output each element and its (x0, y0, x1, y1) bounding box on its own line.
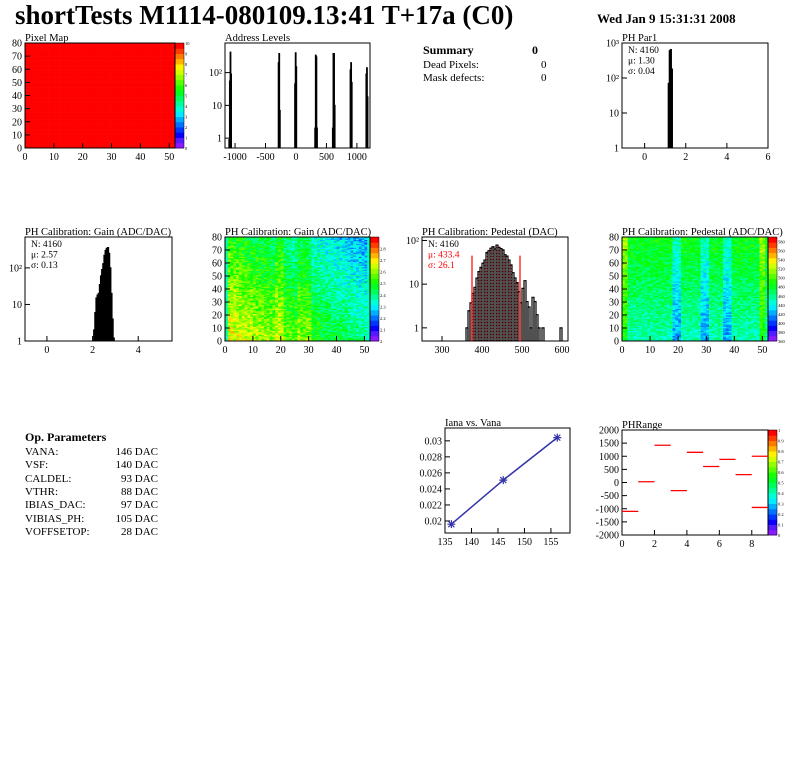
histogram-bin (334, 105, 335, 148)
x-tick-label: -1000 (223, 152, 246, 163)
palette-tick-label: 1 (185, 136, 187, 141)
palette-tick-label: 4 (185, 104, 188, 109)
y-tick-label: 20 (12, 117, 22, 128)
palette-cell (175, 117, 184, 123)
palette-tick-label: 10 (185, 41, 190, 46)
root-canvas: shortTests M1114-080109.13:41 T+17a (C0)… (0, 0, 796, 772)
palette-cell (175, 90, 184, 96)
palette-cell (175, 138, 184, 144)
stats-line: μ: 1.30 (628, 57, 655, 67)
histogram-bin (317, 128, 318, 148)
plot-title: Pixel Map (25, 33, 68, 44)
palette-cell (175, 127, 184, 133)
plot-title: PH Calibration: Gain (ADC/DAC) (25, 227, 172, 238)
x-tick-label: 40 (135, 152, 145, 163)
y-tick-label: 1 (614, 144, 619, 155)
palette-cell (175, 54, 184, 60)
palette-cell (175, 48, 184, 54)
y-tick-label: 80 (12, 39, 22, 50)
palette-cell (175, 80, 184, 86)
palette-tick-label: 0 (185, 146, 188, 151)
palette-cell (175, 43, 184, 49)
x-tick-label: 0 (44, 345, 49, 356)
y-tick-label: 70 (12, 52, 22, 63)
y-tick-label: 10² (606, 74, 619, 85)
plot-title: PH Par1 (622, 33, 657, 44)
heatmap-cells (25, 43, 175, 148)
palette-cell (175, 143, 184, 149)
y-tick-label: 10² (9, 263, 22, 274)
histogram-bin (671, 69, 672, 148)
x-tick-label: 2 (683, 152, 688, 163)
palette-cell (175, 96, 184, 102)
histogram-bin (351, 82, 352, 148)
palette-tick-label: 5 (185, 94, 188, 99)
stats-line: μ: 2.57 (31, 251, 58, 261)
palette-cell (175, 85, 184, 91)
x-tick-label: 6 (766, 152, 771, 163)
y-tick-label: 30 (12, 104, 22, 115)
palette-cell (175, 64, 184, 70)
stats-line: N: 4160 (31, 240, 62, 250)
palette-cell (175, 75, 184, 81)
palette-tick-label: 6 (185, 83, 188, 88)
histogram-bin (231, 74, 232, 148)
palette-tick-label: 3 (185, 115, 188, 120)
y-tick-label: 10 (12, 130, 22, 141)
x-tick-label: 4 (136, 345, 141, 356)
x-tick-label: 1000 (347, 152, 367, 163)
palette-cell (175, 122, 184, 128)
plot-frame (225, 43, 370, 148)
histogram-bin (280, 110, 281, 148)
palette-cell (175, 69, 184, 75)
palette-tick-label: 8 (185, 62, 188, 67)
plots-canvas: 012345678910Pixel Map0 10 20 30 40 5001020304… (0, 0, 796, 772)
plot-title: Address Levels (225, 33, 290, 44)
histogram-bin (113, 338, 114, 341)
palette-tick-label: 2 (185, 125, 187, 130)
x-tick-label: 2 (90, 345, 95, 356)
y-tick-label: 60 (12, 65, 22, 76)
histogram-bin (367, 97, 368, 148)
x-tick-label: 0 (293, 152, 298, 163)
y-tick-label: 40 (12, 91, 22, 102)
palette-cell (175, 132, 184, 138)
x-tick-label: 0 (642, 152, 647, 163)
heatmap-cells (225, 237, 370, 341)
x-tick-label: 10 (49, 152, 59, 163)
y-tick-label: 10³ (606, 39, 619, 50)
stats-line: N: 4160 (628, 46, 659, 56)
stats-line: σ: 0.04 (628, 67, 655, 77)
x-tick-label: 30 (107, 152, 117, 163)
palette-cell (175, 106, 184, 112)
x-tick-label: 4 (724, 152, 729, 163)
palette-tick-label: 7 (185, 73, 188, 78)
y-tick-label: 1 (17, 337, 22, 348)
palette-cell (175, 59, 184, 65)
y-tick-label: 10 (12, 300, 22, 311)
palette-cell (175, 101, 184, 107)
y-tick-label: 10² (209, 68, 222, 79)
stats-line: σ: 0.13 (31, 261, 58, 271)
y-tick-label: 50 (12, 78, 22, 89)
histogram-bin (296, 67, 297, 148)
y-tick-label: 1 (217, 134, 222, 145)
palette-cell (175, 111, 184, 117)
y-tick-label: 10 (212, 101, 222, 112)
x-tick-label: -500 (256, 152, 274, 163)
x-tick-label: 20 (78, 152, 88, 163)
x-tick-label: 500 (319, 152, 334, 163)
x-tick-label: 50 (164, 152, 174, 163)
y-tick-label: 0 (17, 144, 22, 155)
x-tick-label: 0 (23, 152, 28, 163)
y-tick-label: 10 (609, 109, 619, 120)
palette-tick-label: 9 (185, 52, 188, 57)
